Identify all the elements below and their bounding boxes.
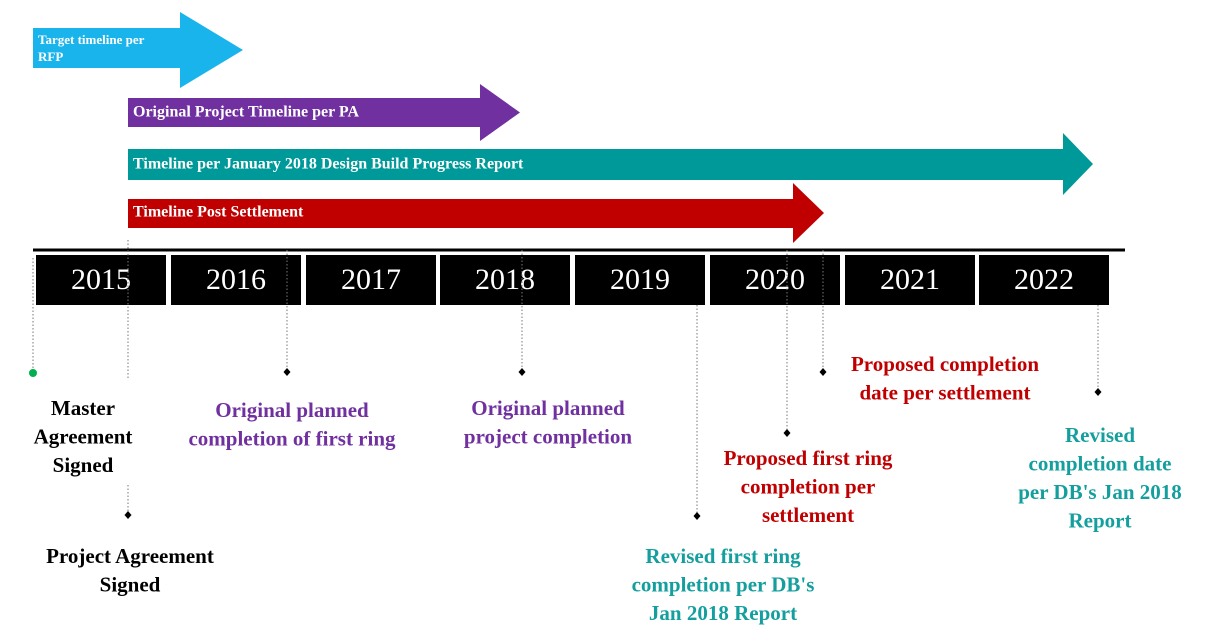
milestone-label: completion date: [1029, 451, 1172, 475]
milestone-label: Signed: [53, 453, 114, 477]
milestone-label: date per settlement: [859, 380, 1030, 404]
arrow-label: Target timeline per: [38, 32, 145, 47]
milestone-label: Report: [1069, 508, 1132, 532]
year-box: [171, 255, 301, 305]
timeline-arrow: [128, 84, 520, 141]
year-label: 2017: [341, 263, 401, 296]
milestone-marker: [124, 511, 132, 519]
year-label: 2015: [71, 263, 131, 296]
milestone-dot: [29, 369, 37, 377]
year-label: 2020: [745, 263, 805, 296]
milestone-marker: [1094, 388, 1102, 396]
arrow-label: Timeline per January 2018 Design Build P…: [133, 156, 524, 173]
year-label: 2016: [206, 263, 266, 296]
year-box: [710, 255, 840, 305]
milestone-label: Project Agreement: [46, 544, 214, 568]
year-label: 2022: [1014, 263, 1074, 296]
milestone-label: Original planned: [471, 396, 625, 420]
milestone-label: Agreement: [34, 424, 133, 448]
year-box: [979, 255, 1109, 305]
milestone-label: Revised: [1065, 423, 1135, 447]
milestone-label: per DB's Jan 2018: [1018, 480, 1182, 504]
year-box: [440, 255, 570, 305]
milestone-marker: [783, 429, 791, 437]
milestone-label: settlement: [762, 503, 854, 527]
year-label: 2021: [880, 263, 940, 296]
timeline-arrow: [128, 183, 824, 243]
milestone-label: Proposed first ring: [724, 446, 893, 470]
milestone-marker: [518, 368, 526, 376]
milestone-label: completion per DB's: [632, 572, 815, 596]
year-label: 2018: [475, 263, 535, 296]
milestone-label: Signed: [100, 572, 161, 596]
milestone-label: completion of first ring: [188, 426, 396, 450]
year-label: 2019: [610, 263, 670, 296]
milestone-label: Original planned: [215, 398, 369, 422]
milestone-marker: [693, 512, 701, 520]
milestone-marker: [819, 368, 827, 376]
milestone-label: Jan 2018 Report: [649, 601, 797, 625]
milestone-label: Master: [51, 396, 115, 420]
timeline-arrow: [128, 133, 1093, 195]
arrow-label: Timeline Post Settlement: [133, 204, 304, 221]
year-box: [306, 255, 436, 305]
year-box: [575, 255, 705, 305]
milestone-label: Proposed completion: [851, 352, 1039, 376]
milestone-label: Revised first ring: [645, 544, 801, 568]
milestone-label: completion per: [741, 474, 876, 498]
arrow-label: Original Project Timeline per PA: [133, 104, 359, 121]
timeline-arrow: [33, 12, 243, 88]
milestone-label: project completion: [464, 424, 632, 448]
milestone-marker: [283, 368, 291, 376]
year-box: [845, 255, 975, 305]
year-box: [36, 255, 166, 305]
arrow-label: RFP: [38, 49, 63, 64]
